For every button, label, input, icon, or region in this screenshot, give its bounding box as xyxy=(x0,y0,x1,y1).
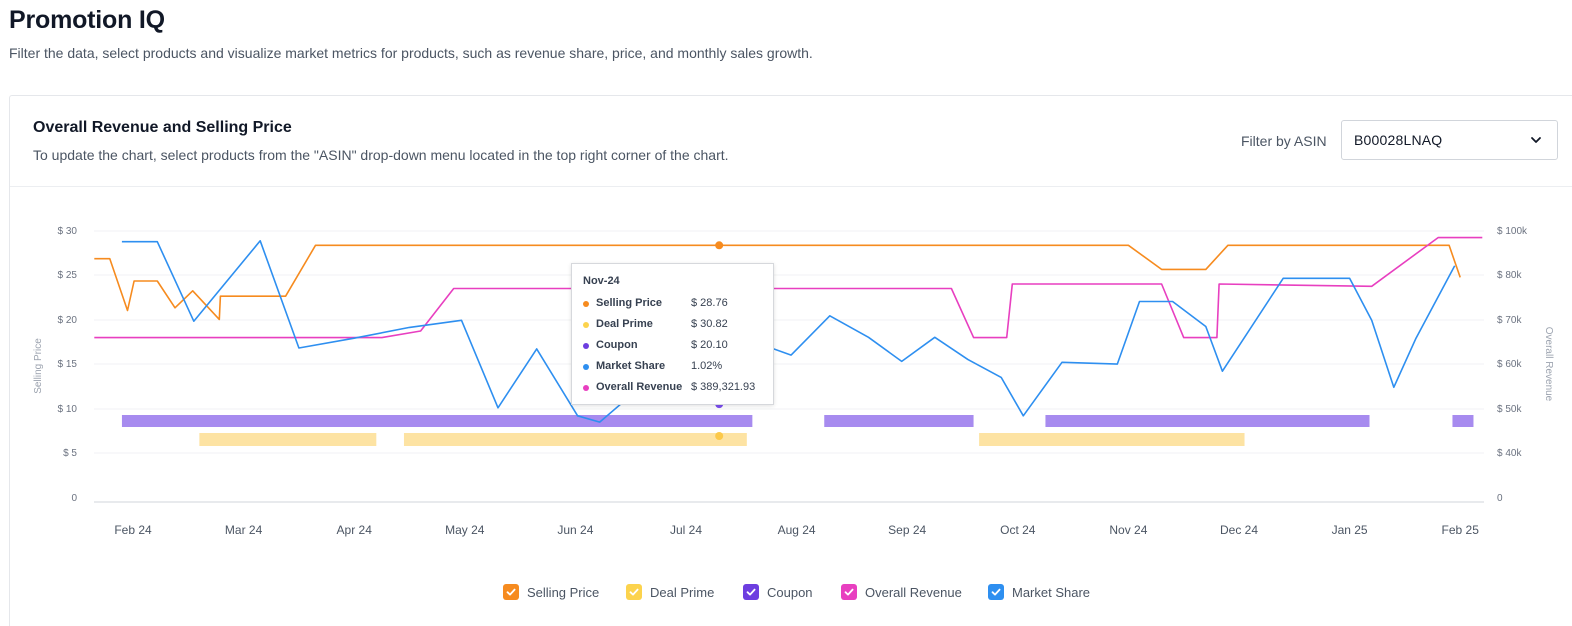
checkbox-checked-icon[interactable] xyxy=(743,584,759,600)
x-tick-label: Jun 24 xyxy=(557,523,593,537)
page-title: Promotion IQ xyxy=(9,6,165,34)
coupon-dot-icon xyxy=(583,343,589,349)
x-tick-label: Dec 24 xyxy=(1220,523,1258,537)
y-tick-label: $ 15 xyxy=(58,359,78,370)
card-title: Overall Revenue and Selling Price xyxy=(33,119,292,136)
tooltip-label: Overall Revenue xyxy=(596,381,683,393)
x-tick-label: Oct 24 xyxy=(1000,523,1036,537)
card-description: To update the chart, select products fro… xyxy=(33,147,729,163)
tooltip-value: $ 20.10 xyxy=(691,339,728,351)
x-tick-label: Jul 24 xyxy=(670,523,702,537)
deal-prime-band xyxy=(403,433,747,446)
y-tick-label: $ 30 xyxy=(58,226,78,237)
tooltip-value: $ 30.82 xyxy=(691,318,728,330)
chart-legend: Selling Price Deal Prime Coupon Overall … xyxy=(0,582,1572,602)
x-tick-label: May 24 xyxy=(445,523,485,537)
x-tick-label: Aug 24 xyxy=(778,523,816,537)
selling-price-line xyxy=(94,244,1461,321)
x-tick-label: Nov 24 xyxy=(1109,523,1147,537)
selling-price-dot-icon xyxy=(583,301,589,307)
y-tick-label: $ 25 xyxy=(58,270,78,281)
y-tick-label: 0 xyxy=(71,493,77,504)
y2-tick-label: $ 40k xyxy=(1497,448,1522,459)
tooltip-label: Selling Price xyxy=(596,297,663,309)
deal-prime-marker xyxy=(715,432,724,440)
asin-select[interactable]: B00028LNAQ xyxy=(1341,120,1558,160)
y2-tick-label: 0 xyxy=(1497,493,1503,504)
y-tick-label: $ 5 xyxy=(63,448,77,459)
tooltip-row-coupon: Coupon $ 20.10 xyxy=(583,339,768,353)
checkbox-checked-icon[interactable] xyxy=(503,584,519,600)
card-header: Overall Revenue and Selling Price To upd… xyxy=(10,96,1572,187)
tooltip-row-deal-prime: Deal Prime $ 30.82 xyxy=(583,318,768,332)
tooltip-value: 1.02% xyxy=(691,360,723,372)
legend-label: Selling Price xyxy=(527,585,600,600)
legend-label: Market Share xyxy=(1012,585,1091,600)
market-share-line xyxy=(121,240,1456,423)
tooltip-value: $ 28.76 xyxy=(691,297,728,309)
tooltip-row-overall-revenue: Overall Revenue $ 389,321.93 xyxy=(583,381,768,395)
y2-tick-label: $ 60k xyxy=(1497,359,1522,370)
y2-tick-label: $ 100k xyxy=(1497,226,1528,237)
x-tick-label: Feb 25 xyxy=(1442,523,1480,537)
tooltip-label: Deal Prime xyxy=(596,318,653,330)
tooltip-label: Coupon xyxy=(596,339,638,351)
coupon-band xyxy=(1045,415,1370,427)
chart-card: Overall Revenue and Selling Price To upd… xyxy=(9,95,1572,626)
page-subtitle: Filter the data, select products and vis… xyxy=(9,45,813,61)
chart-grid xyxy=(94,230,1484,503)
deal-prime-dot-icon xyxy=(583,322,589,328)
promotion-bands xyxy=(121,415,1474,446)
y-tick-label: $ 20 xyxy=(58,315,78,326)
deal-prime-band xyxy=(199,433,377,446)
axis-labels: Selling Price Overall Revenue 0 0 $ 5 $ 40k… xyxy=(33,226,1554,537)
legend-label: Overall Revenue xyxy=(865,585,962,600)
checkbox-checked-icon[interactable] xyxy=(841,584,857,600)
y-axis-title: Selling Price xyxy=(33,338,44,394)
x-tick-label: Mar 24 xyxy=(225,523,263,537)
asin-select-value: B00028LNAQ xyxy=(1354,132,1443,148)
filter-asin-label: Filter by ASIN xyxy=(1241,133,1327,149)
checkbox-checked-icon[interactable] xyxy=(626,584,642,600)
y2-axis-title: Overall Revenue xyxy=(1543,327,1554,402)
overall-revenue-dot-icon xyxy=(583,385,589,391)
tooltip-value: $ 389,321.93 xyxy=(691,381,756,393)
tooltip-row-selling-price: Selling Price $ 28.76 xyxy=(583,297,768,311)
tooltip-row-market-share: Market Share 1.02% xyxy=(583,360,768,374)
deal-prime-band xyxy=(979,433,1245,446)
x-tick-label: Apr 24 xyxy=(337,523,373,537)
checkbox-checked-icon[interactable] xyxy=(988,584,1004,600)
y2-tick-label: $ 50k xyxy=(1497,404,1522,415)
tooltip-title: Nov-24 xyxy=(583,275,620,287)
y2-tick-label: $ 70k xyxy=(1497,315,1522,326)
chart-lines xyxy=(94,236,1483,423)
y2-tick-label: $ 80k xyxy=(1497,270,1522,281)
overall-revenue-line xyxy=(94,236,1483,339)
coupon-band xyxy=(121,415,753,427)
selling-price-marker xyxy=(715,241,724,250)
x-tick-label: Jan 25 xyxy=(1332,523,1368,537)
market-share-dot-icon xyxy=(583,364,589,370)
x-tick-label: Feb 24 xyxy=(114,523,152,537)
x-tick-label: Sep 24 xyxy=(888,523,926,537)
tooltip-label: Market Share xyxy=(596,360,666,372)
chevron-down-icon[interactable] xyxy=(1529,133,1543,147)
legend-label: Coupon xyxy=(767,585,813,600)
legend-label: Deal Prime xyxy=(650,585,715,600)
coupon-band xyxy=(824,415,974,427)
coupon-band xyxy=(1452,415,1474,427)
chart-tooltip: Nov-24 Selling Price $ 28.76 Deal Prime … xyxy=(571,263,774,405)
y-tick-label: $ 10 xyxy=(58,404,78,415)
